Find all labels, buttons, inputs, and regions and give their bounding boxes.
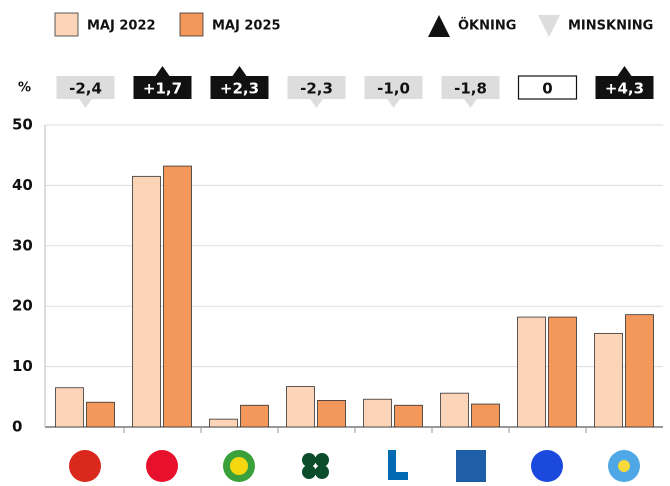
change-box	[364, 76, 423, 99]
change-label: -1,0	[377, 80, 410, 98]
bar	[548, 316, 577, 428]
change-label: -2,3	[300, 80, 333, 98]
change-arrow	[232, 66, 247, 76]
y-tick-label: 20	[12, 297, 33, 315]
change-label: -2,4	[69, 80, 102, 98]
bar	[363, 398, 392, 428]
bar	[471, 403, 500, 428]
change-box	[56, 76, 115, 99]
party-logo	[230, 457, 248, 475]
bar	[440, 392, 469, 428]
change-arrow	[78, 98, 93, 108]
bar	[317, 400, 346, 428]
y-tick-label: 50	[12, 116, 33, 134]
change-arrow	[309, 98, 324, 108]
change-box	[133, 76, 192, 99]
party-logos	[69, 450, 640, 482]
legend-swatch	[54, 12, 79, 37]
party-logo	[531, 450, 563, 482]
legend-down-icon	[538, 15, 560, 37]
change-box	[287, 76, 346, 99]
party-logo	[69, 450, 101, 482]
bar	[394, 404, 423, 428]
change-arrow	[463, 98, 478, 108]
change-arrow	[617, 66, 632, 76]
change-arrow	[386, 98, 401, 108]
legend-label: ÖKNING	[458, 18, 516, 34]
y-tick-label: 10	[12, 357, 33, 375]
y-tick-label: 30	[12, 236, 33, 254]
legend-up-icon	[428, 15, 450, 37]
legend-label: MAJ 2025	[212, 19, 281, 34]
change-label: +2,3	[220, 80, 259, 98]
bar	[625, 314, 654, 428]
bar	[55, 387, 84, 428]
bar	[286, 386, 315, 428]
legend-label: MINSKNING	[568, 19, 653, 34]
change-label: 0	[542, 80, 552, 98]
y-tick-label: 0	[12, 418, 22, 436]
change-label: -1,8	[454, 80, 487, 98]
change-box	[517, 75, 578, 100]
change-box	[595, 76, 654, 99]
y-axis-label: %	[18, 81, 31, 96]
legend-swatch	[179, 12, 204, 37]
party-logo	[302, 453, 329, 479]
legend-label: MAJ 2022	[87, 19, 156, 34]
bar	[240, 404, 269, 428]
change-label: +1,7	[143, 80, 182, 98]
party-logo	[388, 450, 408, 480]
party-logo	[456, 450, 486, 482]
bar	[209, 418, 238, 428]
bar	[132, 175, 161, 428]
change-box	[441, 76, 500, 99]
bar	[517, 316, 546, 428]
change-box	[210, 76, 269, 99]
bar	[86, 401, 115, 428]
bar	[163, 165, 192, 428]
y-tick-label: 40	[12, 176, 33, 194]
bar	[594, 332, 623, 428]
change-arrow	[155, 66, 170, 76]
party-logo	[146, 450, 178, 482]
change-label: +4,3	[605, 80, 644, 98]
party-logo	[618, 460, 630, 472]
